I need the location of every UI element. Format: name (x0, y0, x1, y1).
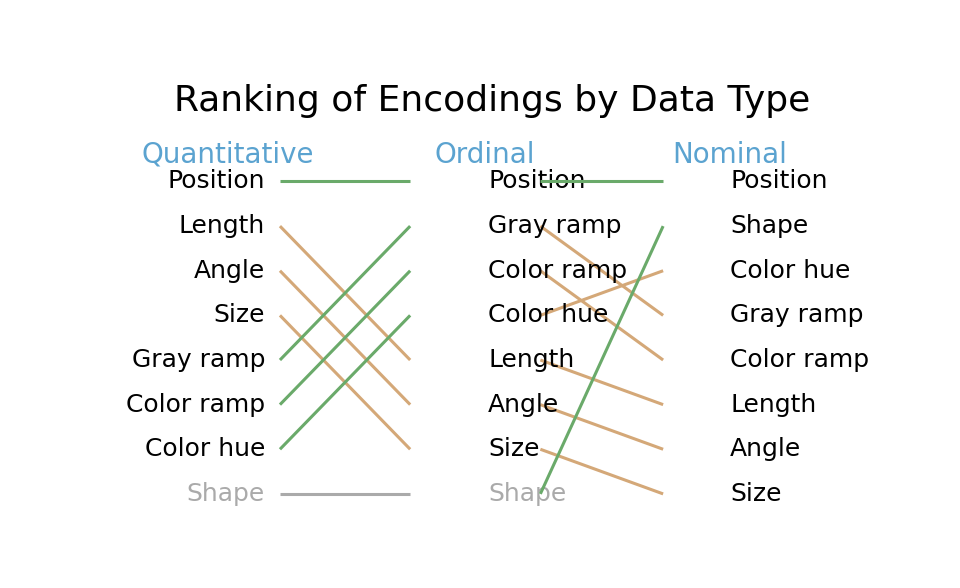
Text: Color hue: Color hue (489, 303, 609, 328)
Text: Color hue: Color hue (145, 437, 265, 461)
Text: Nominal: Nominal (673, 141, 787, 169)
Text: Ordinal: Ordinal (434, 141, 535, 169)
Text: Position: Position (168, 169, 265, 193)
Text: Length: Length (730, 393, 816, 417)
Text: Angle: Angle (194, 259, 265, 283)
Text: Quantitative: Quantitative (142, 141, 314, 169)
Text: Color ramp: Color ramp (489, 259, 628, 283)
Text: Color ramp: Color ramp (126, 393, 265, 417)
Text: Size: Size (213, 303, 265, 328)
Text: Color ramp: Color ramp (730, 348, 869, 372)
Text: Length: Length (179, 214, 265, 238)
Text: Gray ramp: Gray ramp (730, 303, 864, 328)
Text: Length: Length (489, 348, 574, 372)
Text: Ranking of Encodings by Data Type: Ranking of Encodings by Data Type (174, 84, 810, 118)
Text: Size: Size (489, 437, 540, 461)
Text: Angle: Angle (730, 437, 802, 461)
Text: Gray ramp: Gray ramp (132, 348, 265, 372)
Text: Position: Position (489, 169, 586, 193)
Text: Color hue: Color hue (730, 259, 851, 283)
Text: Position: Position (730, 169, 828, 193)
Text: Gray ramp: Gray ramp (489, 214, 622, 238)
Text: Shape: Shape (489, 482, 566, 506)
Text: Size: Size (730, 482, 781, 506)
Text: Shape: Shape (187, 482, 265, 506)
Text: Angle: Angle (489, 393, 560, 417)
Text: Shape: Shape (730, 214, 808, 238)
